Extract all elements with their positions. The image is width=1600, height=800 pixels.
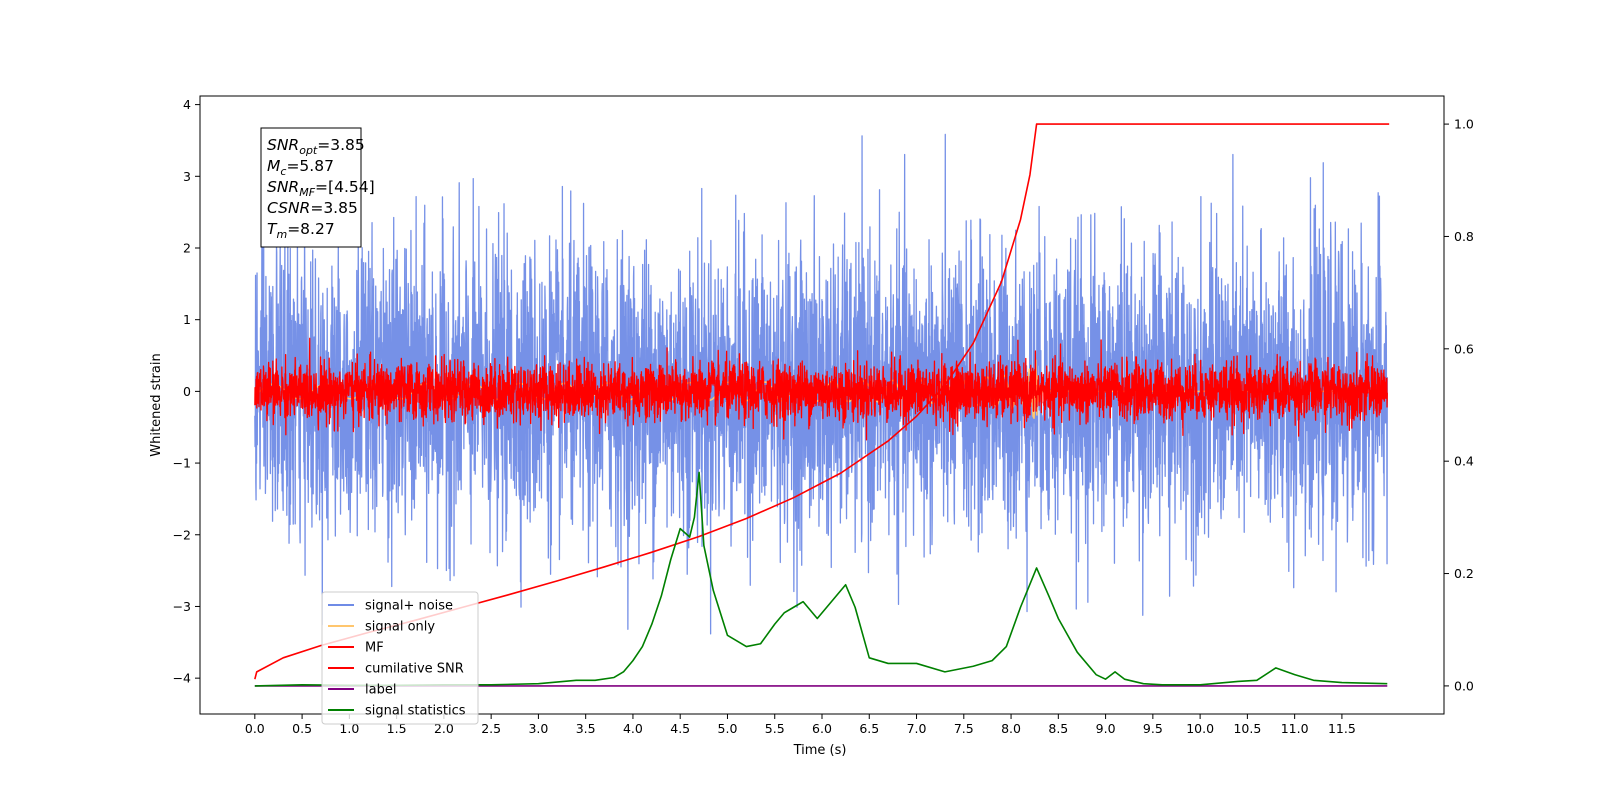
x-tick-label: 10.5 bbox=[1233, 721, 1261, 736]
x-axis-label: Time (s) bbox=[793, 743, 847, 758]
x-tick-label: 2.5 bbox=[481, 721, 501, 736]
y2-tick-label: 0.4 bbox=[1454, 454, 1474, 469]
x-tick-label: 5.5 bbox=[765, 721, 785, 736]
x-tick-label: 3.5 bbox=[576, 721, 596, 736]
y-tick-label: 1 bbox=[183, 312, 191, 327]
annotation-line: Mc=5.87 bbox=[267, 157, 334, 178]
legend-frame bbox=[321, 591, 479, 725]
legend-entry-signal-noise: signal+ noise bbox=[365, 599, 453, 614]
y-tick-label: 4 bbox=[183, 97, 191, 112]
x-tick-label: 4.5 bbox=[670, 721, 690, 736]
y-tick-label: −4 bbox=[173, 671, 191, 686]
y-tick-label: −1 bbox=[173, 456, 191, 471]
x-tick-label: 2.0 bbox=[434, 721, 454, 736]
y-axis-label: Whitened strain bbox=[149, 353, 164, 456]
x-tick-label: 3.0 bbox=[528, 721, 548, 736]
legend-entry-cumilative-snr: cumilative SNR bbox=[365, 662, 464, 677]
y2-tick-label: 0.0 bbox=[1454, 678, 1474, 693]
x-tick-label: 6.5 bbox=[859, 721, 879, 736]
annotation-line: CSNR=3.85 bbox=[267, 199, 358, 217]
x-tick-label: 8.0 bbox=[1001, 721, 1021, 736]
x-tick-label: 9.0 bbox=[1096, 721, 1116, 736]
legend-entry-signal-statistics: signal statistics bbox=[365, 704, 466, 719]
x-tick-label: 5.0 bbox=[718, 721, 738, 736]
axes-layer: 0.0 0.5 1.0 1.5 2.0 2.5 3.0 3.5 4.0 4.5 5.0 5.5 6.0 6… bbox=[173, 97, 1474, 736]
y2-tick-label: 0.8 bbox=[1454, 229, 1474, 244]
annotation-line: Tm=8.27 bbox=[267, 220, 335, 241]
x-tick-label: 6.0 bbox=[812, 721, 832, 736]
legend-entry-signal-only: signal only bbox=[365, 620, 435, 635]
x-tick-label: 9.5 bbox=[1143, 721, 1163, 736]
y2-tick-label: 0.6 bbox=[1454, 341, 1474, 356]
y2-tick-label: 1.0 bbox=[1454, 117, 1474, 132]
x-tick-label: 1.5 bbox=[387, 721, 407, 736]
x-tick-label: 7.5 bbox=[954, 721, 974, 736]
x-tick-label: 0.5 bbox=[292, 721, 312, 736]
series-mf bbox=[254, 337, 1388, 441]
x-tick-label: 10.0 bbox=[1186, 721, 1214, 736]
x-tick-label: 4.0 bbox=[623, 721, 643, 736]
legend-entry-mf: MF bbox=[365, 641, 384, 656]
x-tick-label: 0.0 bbox=[245, 721, 265, 736]
annotation-line: SNRopt=3.85 bbox=[267, 136, 365, 157]
legend-entry-label: label bbox=[365, 683, 396, 698]
x-tick-label: 11.5 bbox=[1328, 721, 1356, 736]
legend: signal+ noise signal only MF cumilative SNR… bbox=[321, 591, 479, 725]
y-tick-label: −2 bbox=[173, 527, 191, 542]
x-tick-label: 8.5 bbox=[1048, 721, 1068, 736]
x-tick-label: 1.0 bbox=[339, 721, 359, 736]
annotation-frame bbox=[260, 127, 362, 248]
y-tick-label: 2 bbox=[183, 240, 191, 255]
y-tick-label: 3 bbox=[183, 169, 191, 184]
y-tick-label: 0 bbox=[183, 384, 191, 399]
x-tick-label: 11.0 bbox=[1281, 721, 1309, 736]
annotation-line: SNRMF=[4.54] bbox=[267, 178, 375, 199]
y-tick-label: −3 bbox=[173, 599, 191, 614]
series-signal-statistics bbox=[254, 471, 1388, 687]
y2-tick-label: 0.2 bbox=[1454, 566, 1474, 581]
x-tick-label: 7.0 bbox=[907, 721, 927, 736]
